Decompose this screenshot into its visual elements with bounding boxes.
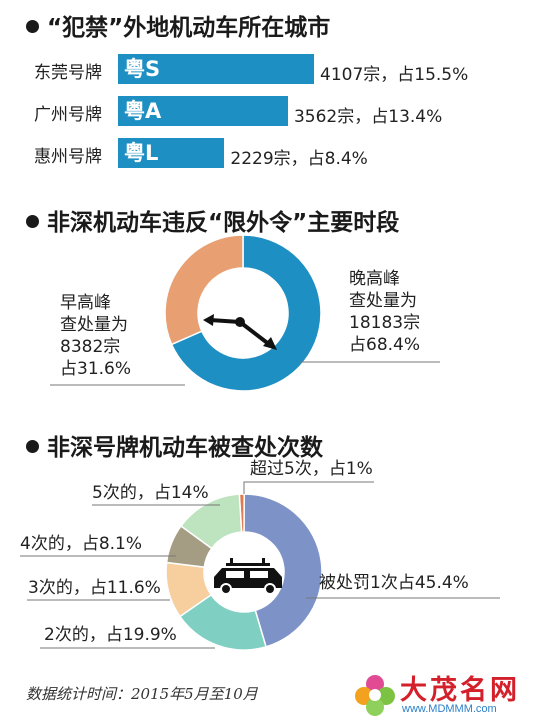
label-five: 5次的，占14% xyxy=(92,483,209,503)
bar-plate-label: 粤A xyxy=(124,99,162,123)
label-four: 4次的，占8.1% xyxy=(20,534,143,554)
time-donut-slice xyxy=(164,234,244,346)
bar-plate-label: 粤S xyxy=(124,57,161,81)
section-title-cities-text: “犯禁”外地机动车所在城市 xyxy=(47,15,331,41)
bar-category-label: 惠州号牌 xyxy=(34,147,102,167)
donut-chart-time xyxy=(164,234,322,392)
logo-url[interactable]: www.MDMMM.com xyxy=(402,703,497,715)
bar-value-label: 4107宗，占15.5% xyxy=(320,65,469,85)
bar: 粤S xyxy=(118,54,314,84)
leader-lines-time xyxy=(50,361,440,386)
annotation-line: 早高峰 xyxy=(60,293,111,313)
annotation-line: 查处量为 xyxy=(60,315,128,335)
section-title-count: 非深号牌机动车被查处次数 xyxy=(26,428,323,462)
bullet-icon xyxy=(26,215,39,228)
bullet-icon xyxy=(26,440,39,453)
label-twice: 2次的，占19.9% xyxy=(44,625,177,645)
annotation-morning: 早高峰 查处量为 8382宗 占31.6% xyxy=(60,292,131,380)
annotation-line: 晚高峰 xyxy=(349,269,400,289)
section-title-time: 非深机动车违反“限外令”主要时段 xyxy=(26,203,399,237)
label-over5: 超过5次，占1% xyxy=(250,459,373,479)
donut-chart-count xyxy=(165,493,323,651)
bar: 粤A xyxy=(118,96,288,126)
annotation-line: 占31.6% xyxy=(60,359,132,379)
leader-lines-count xyxy=(20,481,500,649)
bar-value-label: 2229宗，占8.4% xyxy=(230,149,368,169)
section-title-cities: “犯禁”外地机动车所在城市 xyxy=(26,8,330,42)
clock-hands-icon xyxy=(203,314,277,350)
bar-category-label: 东莞号牌 xyxy=(34,63,102,83)
annotation-line: 18183宗 xyxy=(349,313,421,333)
car-icon xyxy=(214,558,282,595)
annotation-line: 8382宗 xyxy=(60,337,121,357)
bullet-icon xyxy=(26,20,39,33)
annotation-line: 占68.4% xyxy=(349,335,421,355)
label-three: 3次的，占11.6% xyxy=(28,578,161,598)
annotation-line: 查处量为 xyxy=(349,291,417,311)
count-donut-slice xyxy=(179,493,243,550)
site-logo[interactable]: 大茂名网 www.MDMMM.com xyxy=(352,668,532,720)
bar: 粤L xyxy=(118,138,225,168)
label-once: 被处罚1次占45.4% xyxy=(319,573,469,593)
section-title-count-text: 非深号牌机动车被查处次数 xyxy=(47,435,323,461)
bar-value-label: 3562宗，占13.4% xyxy=(293,107,443,127)
section-title-time-text: 非深机动车违反“限外令”主要时段 xyxy=(47,210,400,236)
bar-plate-label: 粤L xyxy=(124,141,159,165)
clover-icon xyxy=(355,675,395,716)
logo-text: 大茂名网 xyxy=(400,675,520,706)
bar-category-label: 广州号牌 xyxy=(34,105,102,125)
footer-note: 数据统计时间：2015年5月至10月 xyxy=(26,685,258,703)
annotation-evening: 晚高峰 查处量为 18183宗 占68.4% xyxy=(349,268,420,356)
time-donut-slice xyxy=(170,234,322,392)
count-donut-slice xyxy=(243,493,323,648)
